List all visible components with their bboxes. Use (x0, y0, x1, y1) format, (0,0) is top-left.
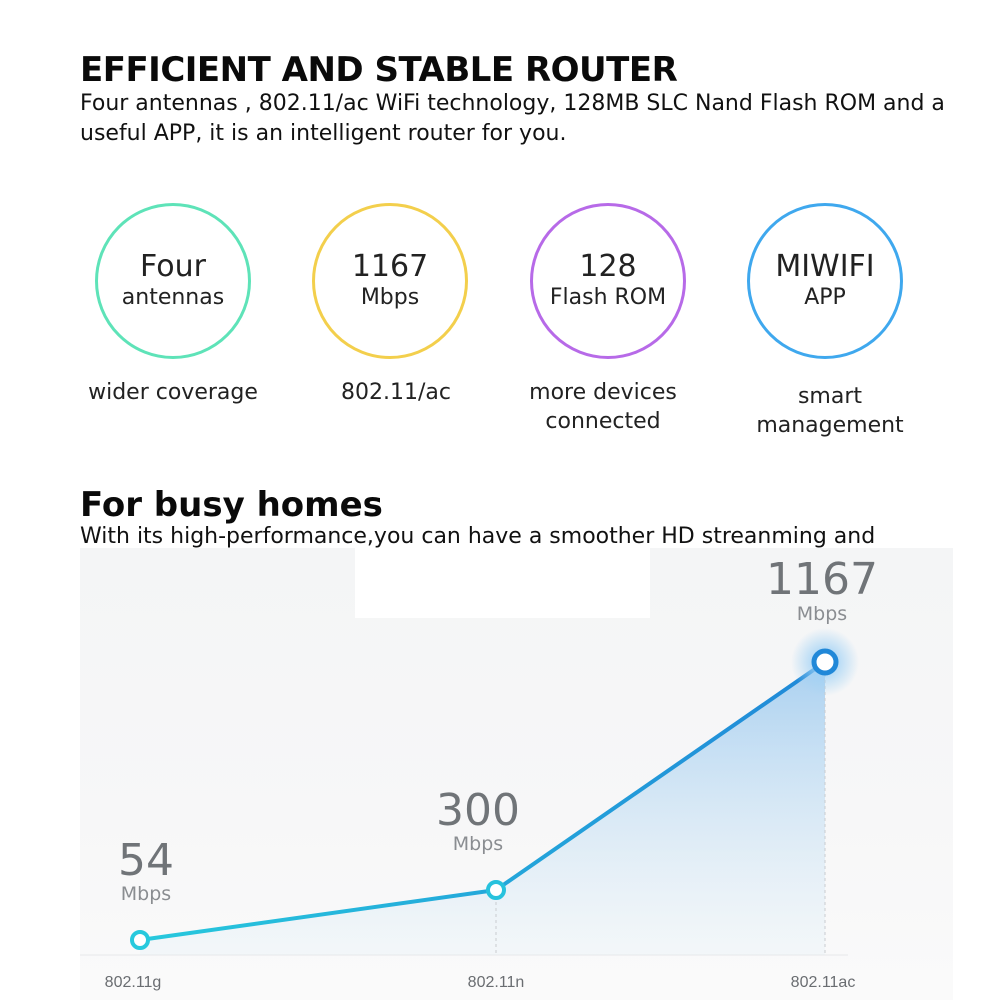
caption-line: wider coverage (88, 380, 258, 405)
section-subtitle: With its high-performance,you can have a… (80, 524, 876, 548)
chart-point (130, 930, 150, 950)
feature-ring-speed: 1167 Mbps (312, 203, 468, 359)
chart-category-label: 802.11n (468, 974, 525, 991)
feature-label: Mbps (360, 285, 420, 310)
feature-caption-flash: more devices connected (483, 378, 723, 436)
chart-point (811, 648, 839, 676)
chart-unit-label: Mbps (121, 883, 171, 905)
feature-caption-speed: 802.11/ac (276, 378, 516, 407)
page-title: EFFICIENT AND STABLE ROUTER (80, 50, 678, 90)
intro-text: Four antennas , 802.11/ac WiFi technolog… (80, 91, 945, 146)
chart-value-label: 54 (118, 835, 174, 886)
feature-label: APP (804, 285, 846, 310)
chart-unit-label: Mbps (797, 603, 847, 625)
feature-ring-antennas: Four antennas (95, 203, 251, 359)
feature-ring-flash: 128 Flash ROM (530, 203, 686, 359)
feature-value: 128 (579, 249, 637, 284)
feature-label: Flash ROM (549, 285, 667, 310)
feature-label: antennas (121, 285, 225, 310)
caption-line: connected (545, 409, 661, 434)
caption-line: management (756, 413, 904, 438)
feature-caption-app: smart management (710, 382, 950, 440)
chart-overlay-blank (355, 548, 650, 618)
chart-area-fill (140, 662, 825, 955)
chart-category-label: 802.11ac (791, 974, 856, 991)
caption-line: more devices (529, 380, 677, 405)
chart-unit-label: Mbps (453, 833, 503, 855)
feature-ring-app: MIWIFI APP (747, 203, 903, 359)
feature-caption-antennas: wider coverage (53, 378, 293, 407)
chart-value-label: 300 (436, 785, 520, 836)
section-title: For busy homes (80, 485, 383, 525)
caption-line: 802.11/ac (341, 380, 451, 405)
chart-category-label: 802.11g (105, 974, 162, 991)
feature-value: Four (140, 249, 206, 284)
feature-value: 1167 (351, 249, 429, 284)
caption-line: smart (797, 384, 863, 409)
chart-point (486, 880, 506, 900)
feature-value: MIWIFI (775, 249, 875, 284)
chart-value-label: 1167 (766, 554, 878, 605)
